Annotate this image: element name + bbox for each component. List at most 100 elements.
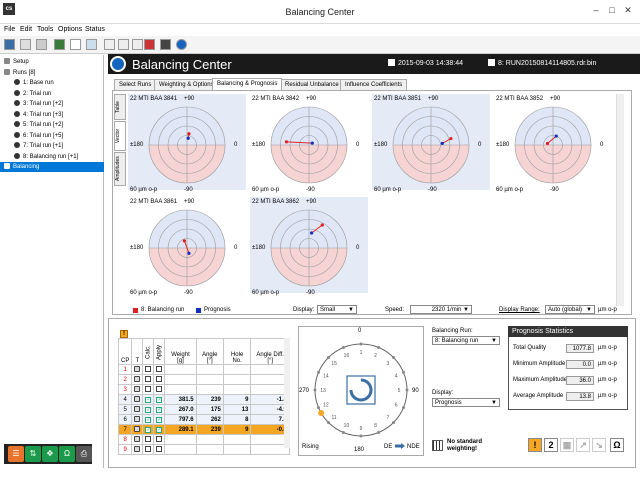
apply-checkbox[interactable]: ✓ xyxy=(156,406,163,413)
weight-cell[interactable] xyxy=(164,374,197,385)
menu-options[interactable]: Options xyxy=(58,26,83,33)
angle-cell[interactable] xyxy=(195,434,224,445)
menu-status[interactable]: Status xyxy=(85,26,105,33)
table-row[interactable]: 6 ✓ ✓ 797.6 262 8 7.1 xyxy=(117,414,290,425)
apply-checkbox[interactable]: ✓ xyxy=(156,416,163,423)
hole-cell[interactable]: 9 xyxy=(222,394,252,405)
angle-cell[interactable] xyxy=(195,364,224,375)
tab-3[interactable]: Residual Unbalance xyxy=(280,79,344,90)
table-row[interactable]: 7 ✓ ✓ 289.1 239 9 -0.8 xyxy=(117,424,290,435)
angle-cell[interactable] xyxy=(195,374,224,385)
type-toggle[interactable] xyxy=(134,445,141,452)
menu-file[interactable]: File xyxy=(4,26,16,33)
mode-settings-icon[interactable]: ☰ xyxy=(8,446,24,462)
apply-checkbox[interactable]: ✓ xyxy=(156,396,163,403)
info-icon[interactable] xyxy=(176,39,187,50)
apply-checkbox[interactable] xyxy=(156,385,163,392)
vtab-table[interactable]: Table xyxy=(114,94,126,120)
tree-item[interactable]: 7: Trial run [+1] xyxy=(0,141,104,151)
table-row[interactable]: 1 xyxy=(117,364,290,375)
angle-cell[interactable] xyxy=(195,384,224,395)
mode-print-icon[interactable]: ⎙ xyxy=(76,446,92,462)
weight-cell[interactable] xyxy=(164,444,197,455)
table-row[interactable]: 5 ✓ ✓ 267.0 175 13 -4.9 xyxy=(117,404,290,415)
export-icon[interactable] xyxy=(54,39,65,50)
table-row[interactable]: 2 xyxy=(117,374,290,385)
apply-checkbox[interactable] xyxy=(156,435,163,442)
menu-tools[interactable]: Tools xyxy=(37,26,54,33)
vtab-amplitudes[interactable]: Amplitudes xyxy=(114,152,126,186)
hole-cell[interactable]: 13 xyxy=(222,404,252,415)
calc-checkbox[interactable] xyxy=(145,365,152,372)
type-toggle[interactable] xyxy=(134,395,141,402)
stop-icon[interactable] xyxy=(144,39,155,50)
tree-item[interactable]: 8: Balancing run [+1] xyxy=(0,152,104,162)
hole-cell[interactable] xyxy=(222,364,252,375)
tab-2[interactable]: Balancing & Prognosis xyxy=(212,78,283,90)
table-row[interactable]: 3 xyxy=(117,384,290,395)
print-preview-icon[interactable] xyxy=(36,39,47,50)
tab-4[interactable]: Influence Coefficients xyxy=(340,79,408,90)
hole-cell[interactable]: 8 xyxy=(222,414,252,425)
weight-cell[interactable]: 381.5 xyxy=(164,394,197,405)
angle-cell[interactable]: 239 xyxy=(195,394,224,405)
maximize-icon[interactable]: □ xyxy=(609,5,615,15)
balancing-run-select[interactable]: 8: Balancing run ▼ xyxy=(432,336,500,345)
table-row[interactable]: 8 xyxy=(117,434,290,445)
calc-checkbox[interactable] xyxy=(145,375,152,382)
angle-cell[interactable]: 262 xyxy=(195,414,224,425)
print-icon[interactable] xyxy=(20,39,31,50)
warning-icon[interactable]: ! xyxy=(528,438,542,452)
type-toggle[interactable] xyxy=(134,365,141,372)
type-toggle[interactable] xyxy=(134,375,141,382)
tree-item[interactable]: Balancing xyxy=(0,162,104,172)
weight-cell[interactable]: 797.6 xyxy=(164,414,197,425)
hole-cell[interactable] xyxy=(222,444,252,455)
angle-cell[interactable] xyxy=(195,444,224,455)
apply-checkbox[interactable] xyxy=(156,375,163,382)
copy-icon[interactable] xyxy=(118,39,129,50)
speed-select[interactable]: 2320 1/min ▼ xyxy=(410,305,472,314)
calc-checkbox[interactable]: ✓ xyxy=(145,406,152,413)
menu-edit[interactable]: Edit xyxy=(20,26,33,33)
type-toggle[interactable] xyxy=(134,385,141,392)
table-icon[interactable] xyxy=(70,39,81,50)
calc-checkbox[interactable]: ✓ xyxy=(145,396,152,403)
weight-cell[interactable]: 289.1 xyxy=(164,424,197,435)
weight-cell[interactable] xyxy=(164,364,197,375)
calc-checkbox[interactable] xyxy=(145,435,152,442)
table-row[interactable]: 9 xyxy=(117,444,290,455)
plot-scrollbar[interactable] xyxy=(616,94,624,306)
tab-1[interactable]: Weighting & Options xyxy=(154,79,219,90)
tree-item[interactable]: 5: Trial run [+2] xyxy=(0,120,104,130)
mode-balance-icon[interactable]: Ω xyxy=(59,446,75,462)
table-row[interactable]: 4 ✓ ✓ 381.5 239 9 -1.4 xyxy=(117,394,290,405)
calculator-icon[interactable]: ▦ xyxy=(560,438,574,452)
mode-move-icon[interactable]: ✥ xyxy=(42,446,58,462)
page-2-button[interactable]: 2 xyxy=(544,438,558,452)
apply-checkbox[interactable] xyxy=(156,445,163,452)
tree-item[interactable]: 6: Trial run [+5] xyxy=(0,131,104,141)
angle-cell[interactable]: 175 xyxy=(195,404,224,415)
angle-cell[interactable]: 239 xyxy=(195,424,224,435)
save-icon[interactable] xyxy=(4,39,15,50)
paste-icon[interactable] xyxy=(132,39,143,50)
calc-checkbox[interactable]: ✓ xyxy=(145,426,152,433)
display-range-select[interactable]: Auto (global) ▼ xyxy=(545,305,595,314)
tree-item[interactable]: 1: Base run xyxy=(0,78,104,88)
tab-0[interactable]: Select Runs xyxy=(114,79,157,90)
table-scrollbar[interactable] xyxy=(284,338,290,448)
type-toggle[interactable] xyxy=(134,405,141,412)
vtab-vector[interactable]: Vector xyxy=(114,121,126,151)
calc-checkbox[interactable] xyxy=(145,445,152,452)
scale-icon[interactable]: ↘ xyxy=(592,438,606,452)
apply-checkbox[interactable] xyxy=(156,365,163,372)
calc-checkbox[interactable]: ✓ xyxy=(145,416,152,423)
type-toggle[interactable] xyxy=(134,435,141,442)
balancing-icon[interactable]: Ω xyxy=(610,438,624,452)
hole-cell[interactable]: 9 xyxy=(222,424,252,435)
tree-item[interactable]: Setup xyxy=(0,57,104,67)
hole-cell[interactable] xyxy=(222,384,252,395)
display2-select[interactable]: Prognosis ▼ xyxy=(432,398,500,407)
hole-cell[interactable] xyxy=(222,434,252,445)
